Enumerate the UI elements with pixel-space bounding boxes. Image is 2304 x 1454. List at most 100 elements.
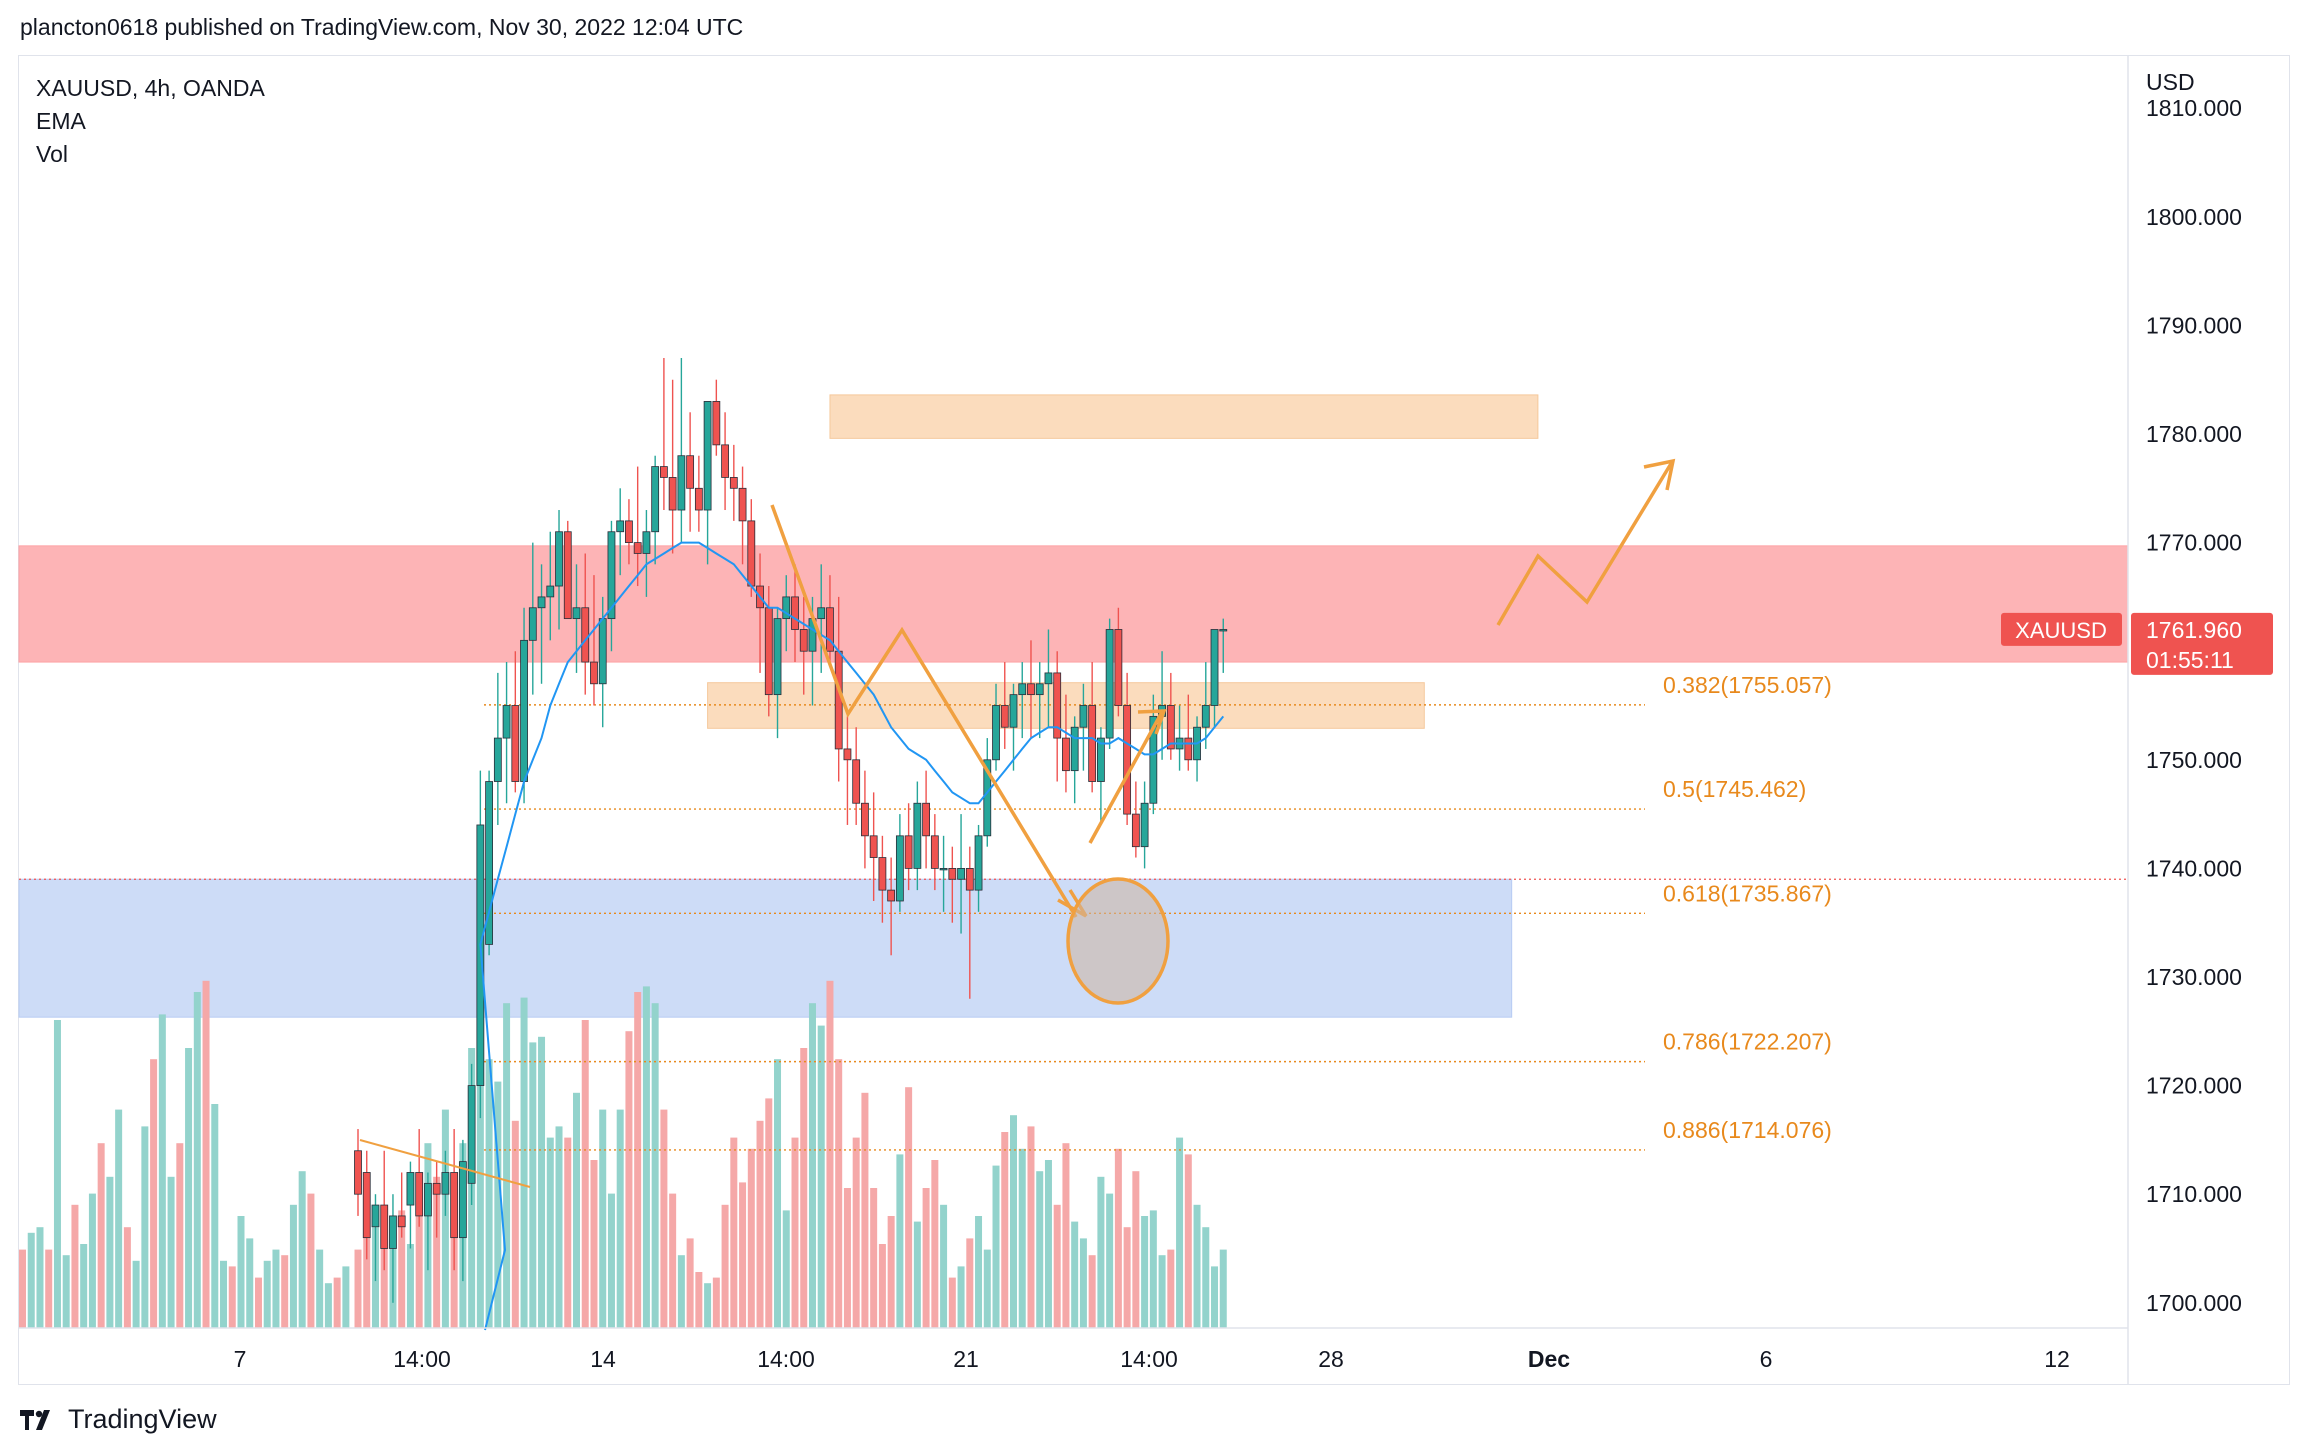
legend-vol[interactable]: Vol [36,141,68,167]
volume-layer [19,980,1227,1328]
price-tag-value: 1761.960 [2146,617,2242,643]
volume-bar [354,1249,362,1328]
volume-bar [948,1277,956,1328]
footer-brand[interactable]: TradingView [20,1404,217,1435]
candle-body [869,835,878,858]
publish-info: plancton0618 published on TradingView.co… [20,14,744,40]
volume-bar [342,1266,350,1328]
candle-body [598,618,607,685]
volume-bar [1123,1227,1131,1328]
candle-body [651,466,660,533]
candle-body [458,1161,467,1239]
x-tick-label: 12 [2044,1346,2070,1372]
volume-bar [712,1277,720,1328]
candle-body [895,835,904,902]
y-tick-label: 1720.000 [2146,1073,2242,1099]
volume-bar [1001,1132,1009,1328]
candle-body [415,1172,424,1217]
volume-bar [677,1255,685,1328]
candle-body [371,1204,380,1228]
volume-bar [896,1154,904,1328]
x-tick-label: 6 [1760,1346,1773,1372]
candle-body [712,401,721,446]
y-tick-label: 1800.000 [2146,204,2242,230]
candle-body [1210,629,1219,706]
volume-bar [511,1120,519,1328]
candle-body [1123,705,1132,815]
candle-body [354,1150,362,1195]
volume-bar [19,1249,26,1328]
volume-bar [193,992,201,1328]
red-zone [18,545,2129,663]
candle-body [389,1215,397,1249]
candle-body [686,455,695,489]
candle-body [694,487,703,511]
volume-bar [739,1182,747,1328]
candle-body [528,607,537,641]
candle-body [493,737,502,782]
volume-bar [721,1204,729,1328]
volume-bar [599,1109,607,1328]
chart-frame [18,55,2290,1385]
candle-body [642,531,651,554]
candle-body [485,781,494,945]
volume-bar [106,1176,114,1328]
volume-bar [1036,1171,1044,1328]
volume-bar [931,1160,939,1328]
y-tick-label: 1730.000 [2146,964,2242,990]
candle-body [581,607,590,663]
volume-bar [88,1193,96,1328]
zones-layer [18,394,2129,1018]
candle-body [1009,694,1018,728]
volume-bar [651,1003,659,1328]
candle-body [887,889,896,902]
volume-bar [185,1048,193,1328]
y-tick-label: 1770.000 [2146,530,2242,556]
x-tick-label: 14:00 [393,1346,451,1372]
candle-body [668,477,677,511]
volume-bar [1202,1227,1210,1328]
candle-body [1131,813,1140,848]
candle-body [764,607,773,696]
candle-body [843,748,852,761]
volume-bar [211,1104,219,1328]
volume-bar [176,1143,184,1328]
volume-bar [861,1092,869,1328]
volume-bar [45,1249,53,1328]
volume-bar [555,1126,563,1328]
legend-ema[interactable]: EMA [36,108,86,134]
candle-body [397,1215,406,1228]
volume-bar [1193,1204,1201,1328]
candle-body [1053,672,1062,739]
x-tick-label: 28 [1318,1346,1344,1372]
x-tick-label: 14:00 [1120,1346,1178,1372]
candle-body [1114,629,1123,706]
volume-bar [281,1255,289,1328]
volume-bar [27,1232,35,1328]
fib-layer: 0.382(1755.057) 0.5(1745.462) 0.618(1735.8… [19,672,2128,1151]
volume-bar [80,1244,88,1328]
volume-bar [202,980,210,1328]
candle-body [913,802,922,869]
candles-layer [354,357,1228,1303]
candle-body [563,531,572,620]
legend-symbol[interactable]: XAUUSD, 4h, OANDA [36,75,265,101]
candle-body [1035,683,1044,696]
candle-body [1088,705,1097,782]
volume-bar [415,1193,423,1328]
volume-bar [564,1137,572,1328]
drawn-arrowhead [1137,709,1167,735]
volume-bar [660,1109,668,1328]
volume-bar [1176,1137,1184,1328]
candle-body [948,868,957,880]
volume-bar [1062,1143,1070,1328]
currency-label: USD [2146,69,2195,95]
candle-body [590,661,598,685]
candle-body [424,1182,432,1217]
volume-bar [485,1059,493,1328]
volume-bar [380,1244,388,1328]
volume-bar [1184,1154,1192,1328]
fib-label: 0.786(1722.207) [1663,1029,1832,1055]
volume-bar [983,1249,991,1328]
